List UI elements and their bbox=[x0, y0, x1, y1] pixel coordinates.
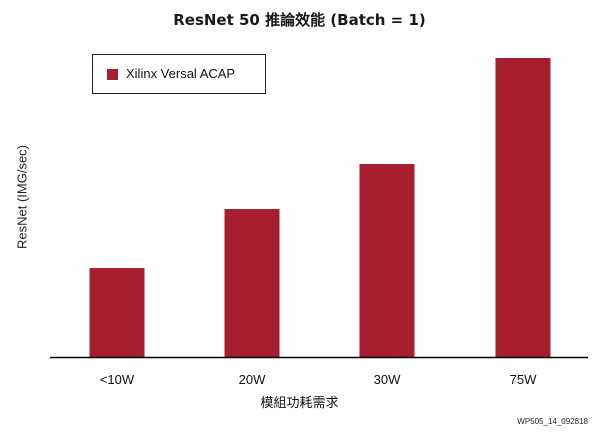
x-tick-label: <10W bbox=[100, 372, 135, 387]
figure-id-footnote: WP505_14_092818 bbox=[517, 417, 588, 426]
y-axis-label: ResNet (IMG/sec) bbox=[14, 144, 30, 250]
legend: Xilinx Versal ACAP bbox=[92, 54, 266, 94]
bar-<10W bbox=[89, 268, 145, 357]
chart-title: ResNet 50 推論效能 (Batch = 1) bbox=[173, 11, 426, 29]
x-axis-label: 模組功耗需求 bbox=[260, 396, 339, 411]
x-tick-label: 75W bbox=[510, 372, 537, 387]
legend-label: Xilinx Versal ACAP bbox=[126, 66, 236, 81]
bar-20W bbox=[224, 209, 280, 357]
bar-30W bbox=[359, 164, 415, 357]
bar-75W bbox=[495, 58, 551, 357]
legend-swatch bbox=[107, 69, 118, 80]
x-tick-label: 20W bbox=[239, 372, 266, 387]
x-tick-label: 30W bbox=[374, 372, 401, 387]
